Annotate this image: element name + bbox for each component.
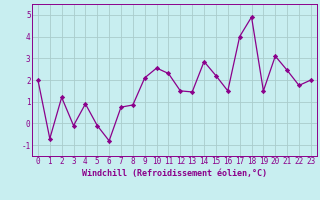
X-axis label: Windchill (Refroidissement éolien,°C): Windchill (Refroidissement éolien,°C) — [82, 169, 267, 178]
